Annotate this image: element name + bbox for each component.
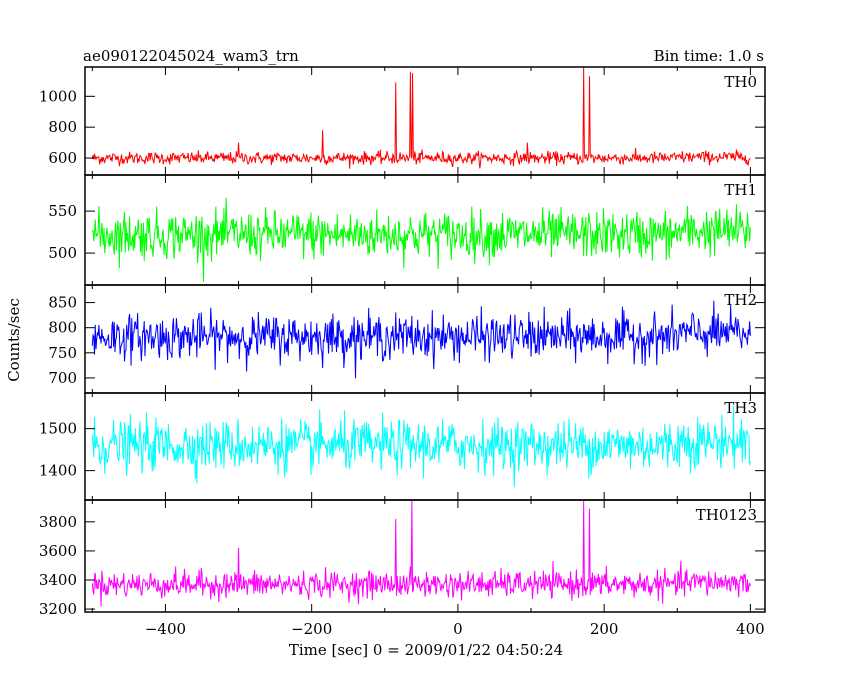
chart-title: ae090122045024_wam3_trn <box>83 47 299 65</box>
y-tick-label: 750 <box>48 344 77 362</box>
series-line-th0123 <box>91 500 751 607</box>
x-tick-label: 200 <box>590 620 619 638</box>
y-tick-label: 1000 <box>39 87 77 105</box>
series-line-th2 <box>91 300 751 379</box>
x-tick-label: −400 <box>145 620 186 638</box>
y-tick-label: 3600 <box>39 542 77 560</box>
y-tick-label: 1500 <box>39 420 77 438</box>
y-tick-label: 550 <box>48 202 77 220</box>
panel-th3: 1400 1500 TH3 <box>39 392 766 501</box>
y-tick-label: 800 <box>48 118 77 136</box>
panel-th2: 700 750 800 850 TH2 <box>48 284 766 394</box>
panels-group: 600 800 1000 TH0 500 550 TH1 700 750 800 850 TH2 140… <box>39 66 766 638</box>
series-line-th0 <box>91 67 751 169</box>
x-axis-label: Time [sec] 0 = 2009/01/22 04:50:24 <box>289 641 563 659</box>
series-line-th1 <box>91 197 751 282</box>
y-tick-label: 600 <box>48 149 77 167</box>
y-tick-label: 800 <box>48 319 77 337</box>
y-tick-label: 3400 <box>39 571 77 589</box>
series-line-th3 <box>91 406 751 488</box>
panel-label-th2: TH2 <box>724 291 757 309</box>
panel-label-th3: TH3 <box>724 399 757 417</box>
y-tick-label: 850 <box>48 294 77 312</box>
x-tick-label: −200 <box>291 620 332 638</box>
panel-th0123: 3200 3400 3600 3800 TH0123 <box>39 499 766 618</box>
y-axis-label: Counts/sec <box>5 298 23 382</box>
y-tick-label: 1400 <box>39 462 77 480</box>
bin-time-label: Bin time: 1.0 s <box>654 47 764 65</box>
panel-frame <box>84 499 766 613</box>
x-tick-label: 400 <box>736 620 765 638</box>
y-tick-label: 3800 <box>39 513 77 531</box>
y-tick-label: 3200 <box>39 600 77 618</box>
y-tick-label: 700 <box>48 369 77 387</box>
panel-label-th0123: TH0123 <box>696 506 757 524</box>
panel-th1: 500 550 TH1 <box>48 174 766 286</box>
y-tick-label: 500 <box>48 244 77 262</box>
panel-th0: 600 800 1000 TH0 <box>39 66 766 176</box>
panel-label-th1: TH1 <box>724 181 757 199</box>
x-tick-label: 0 <box>453 620 463 638</box>
panel-label-th0: TH0 <box>724 73 757 91</box>
